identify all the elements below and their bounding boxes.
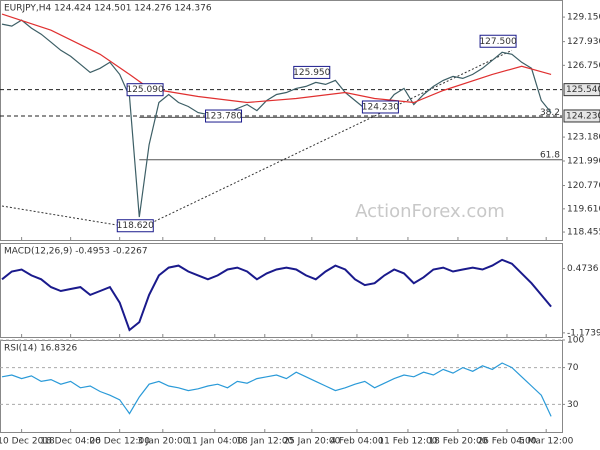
annotation-box: [293, 65, 331, 79]
fib-label: 38.2: [540, 108, 560, 118]
y-tick-label: 100: [567, 336, 584, 346]
annotation: 125.950: [293, 65, 331, 79]
x-tick-label: 5 Mar 12:00: [519, 437, 574, 447]
series-line: [1, 13, 552, 104]
y-tick-label: 127.930: [567, 37, 600, 47]
panel-frame: [0, 243, 563, 338]
annotation: 124.230: [361, 100, 399, 114]
fib-label: 61.8: [540, 150, 560, 160]
annotation-label: 118.620: [117, 221, 154, 231]
panel-title: EURJPY,H4 124.424 124.501 124.276 124.37…: [4, 4, 212, 14]
series-line: [1, 19, 552, 218]
panel-frame: [0, 0, 563, 241]
y-tick-label: 129.150: [567, 13, 600, 23]
series-line: [1, 362, 552, 417]
x-tick-label: 18 Dec 04:00: [40, 437, 101, 447]
annotation-box: [361, 100, 399, 114]
annotation-label: 124.230: [362, 102, 399, 112]
x-tick-label: 18 Feb 20:00: [428, 437, 487, 447]
panel-title: RSI(14) 16.8326: [4, 344, 77, 354]
annotation-label: 125.090: [126, 85, 163, 95]
level-box: [563, 83, 600, 97]
annotation-label: 125.950: [293, 68, 330, 78]
x-tick-label: 26 Dec 12:00: [89, 437, 150, 447]
annotation: 118.620: [116, 219, 154, 233]
y-tick-label: 119.610: [567, 204, 600, 214]
y-tick-label: 30: [567, 400, 579, 410]
watermark: ActionForex.com: [355, 201, 505, 222]
level-box: [563, 109, 600, 123]
x-tick-label: 18 Jan 12:00: [236, 437, 293, 447]
y-tick-label: 70: [567, 363, 579, 373]
x-tick-label: 25 Jan 20:00: [283, 437, 340, 447]
y-tick-label: 0.4736: [567, 264, 599, 274]
x-tick-label: 26 Feb 04:00: [477, 437, 536, 447]
y-tick-label: 123.180: [567, 133, 600, 143]
series-line: [1, 258, 552, 332]
y-tick-label: 120.770: [567, 181, 600, 191]
y-tick-label: -1.1739: [567, 328, 600, 338]
annotation-box: [126, 83, 164, 97]
y-tick-label: 118.455: [567, 228, 600, 238]
annotation: 127.500: [479, 34, 517, 48]
annotation-label: 127.500: [479, 37, 516, 47]
annotation-label: 123.780: [205, 112, 242, 122]
annotation-box: [205, 109, 243, 123]
y-tick-label: 121.990: [567, 157, 600, 167]
annotation: 123.780: [205, 109, 243, 123]
annotation: 125.090: [126, 83, 164, 97]
x-tick-label: 11 Feb 12:00: [378, 437, 437, 447]
x-tick-label: 10 Dec 2018: [0, 437, 55, 447]
x-tick-label: 11 Jan 04:00: [186, 437, 243, 447]
annotation-box: [479, 34, 517, 48]
panel-title: MACD(12,26,9) -0.4953 -0.2267: [4, 247, 148, 257]
level-label: 124.230: [566, 111, 600, 121]
level-label: 125.540: [566, 85, 600, 95]
annotation-box: [116, 219, 154, 233]
y-tick-label: 126.750: [567, 61, 600, 71]
x-tick-label: 4 Feb 04:00: [330, 437, 384, 447]
x-tick-label: 3 Jan 20:00: [137, 437, 189, 447]
panel-frame: [0, 340, 563, 433]
